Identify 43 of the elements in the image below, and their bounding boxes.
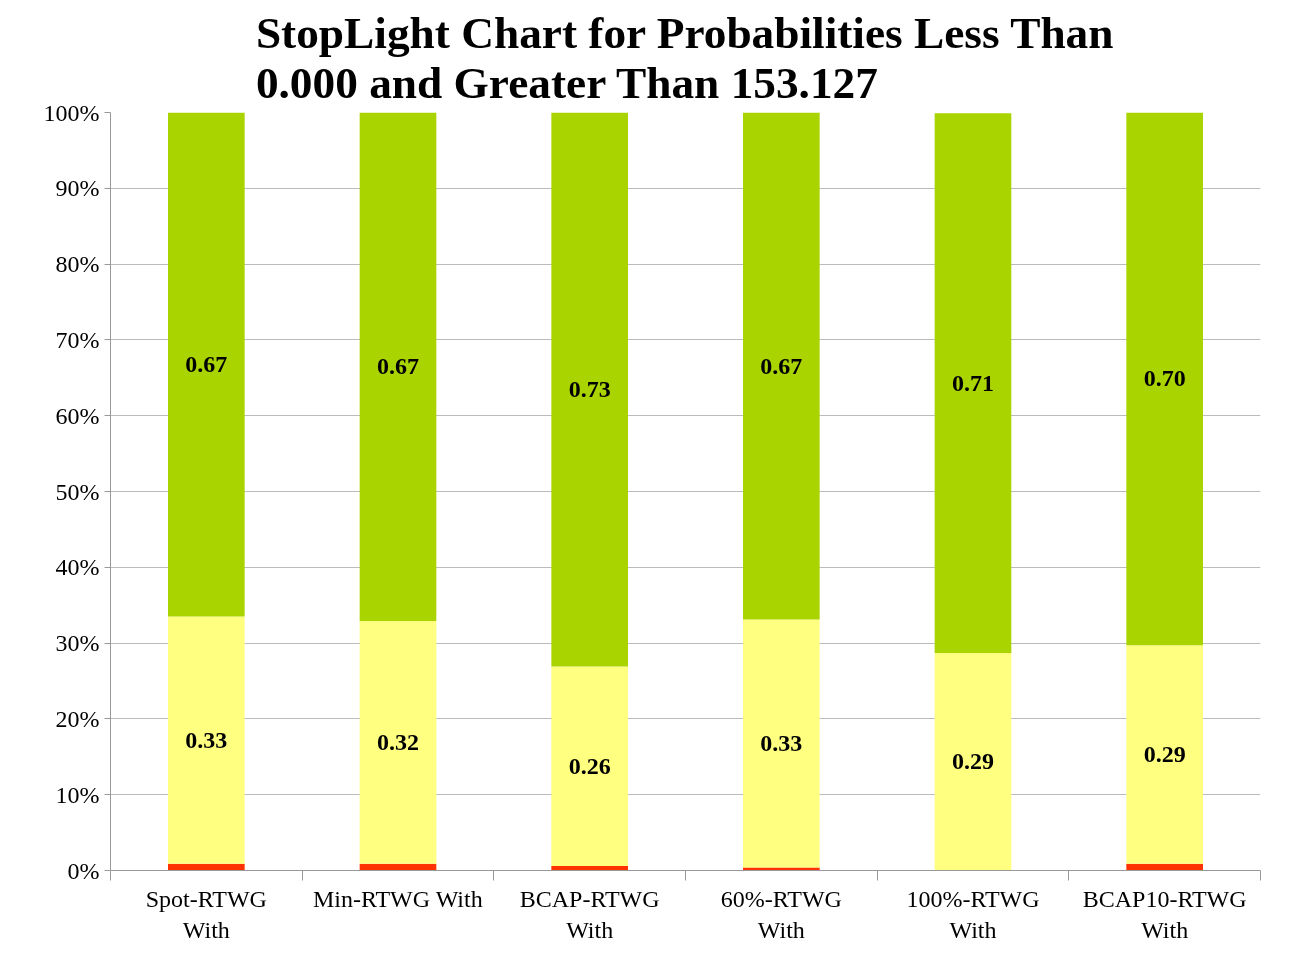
y-tick-label: 20% bbox=[55, 705, 100, 732]
bar bbox=[551, 666, 628, 866]
y-tick-label: 50% bbox=[55, 478, 100, 505]
bar bbox=[934, 652, 1012, 871]
y-tick-label: 10% bbox=[55, 781, 100, 808]
data-label: 0.33 bbox=[185, 726, 228, 753]
data-label: 0.29 bbox=[952, 748, 994, 775]
x-tick-label: BCAP10-RTWG With bbox=[1082, 885, 1247, 943]
bar bbox=[168, 616, 245, 864]
y-tick-label: 30% bbox=[55, 630, 100, 657]
x-tick-label: Spot-RTWG With bbox=[145, 885, 267, 943]
y-tick-label: 90% bbox=[55, 175, 100, 202]
bar bbox=[359, 112, 437, 622]
data-label: 0.67 bbox=[185, 351, 228, 378]
bar bbox=[359, 621, 437, 864]
data-label: 0.33 bbox=[760, 730, 803, 757]
y-tick-label: 60% bbox=[55, 402, 100, 429]
x-tick-label: BCAP-RTWG With bbox=[519, 885, 660, 943]
bar bbox=[1126, 112, 1203, 646]
bar bbox=[743, 619, 820, 868]
y-tick-label: 100% bbox=[43, 99, 100, 126]
y-tick-label: 70% bbox=[55, 326, 100, 353]
bar bbox=[743, 112, 820, 620]
x-tick-label: Min-RTWG With bbox=[312, 885, 483, 912]
x-tick-label: 60%-RTWG With bbox=[720, 885, 842, 943]
x-tick-label: 100%-RTWG With bbox=[906, 885, 1040, 943]
data-label: 0.67 bbox=[377, 353, 419, 380]
data-label: 0.32 bbox=[377, 728, 419, 755]
data-label: 0.73 bbox=[568, 376, 611, 403]
chart-title: StopLight Chart for Probabilities Less Than 0.000 and Greater Than 153.127 bbox=[255, 7, 1114, 108]
bar bbox=[934, 113, 1012, 653]
bar bbox=[551, 112, 628, 667]
data-label: 0.71 bbox=[952, 369, 994, 396]
data-label: 0.29 bbox=[1143, 741, 1186, 768]
y-tick-label: 80% bbox=[55, 251, 100, 278]
bar bbox=[168, 112, 245, 617]
data-label: 0.26 bbox=[568, 752, 611, 779]
y-tick-label: 0% bbox=[67, 857, 100, 884]
bar bbox=[743, 867, 820, 871]
data-label: 0.70 bbox=[1143, 365, 1186, 392]
bar bbox=[1126, 645, 1203, 864]
y-tick-label: 40% bbox=[55, 554, 100, 581]
data-label: 0.67 bbox=[760, 352, 803, 379]
